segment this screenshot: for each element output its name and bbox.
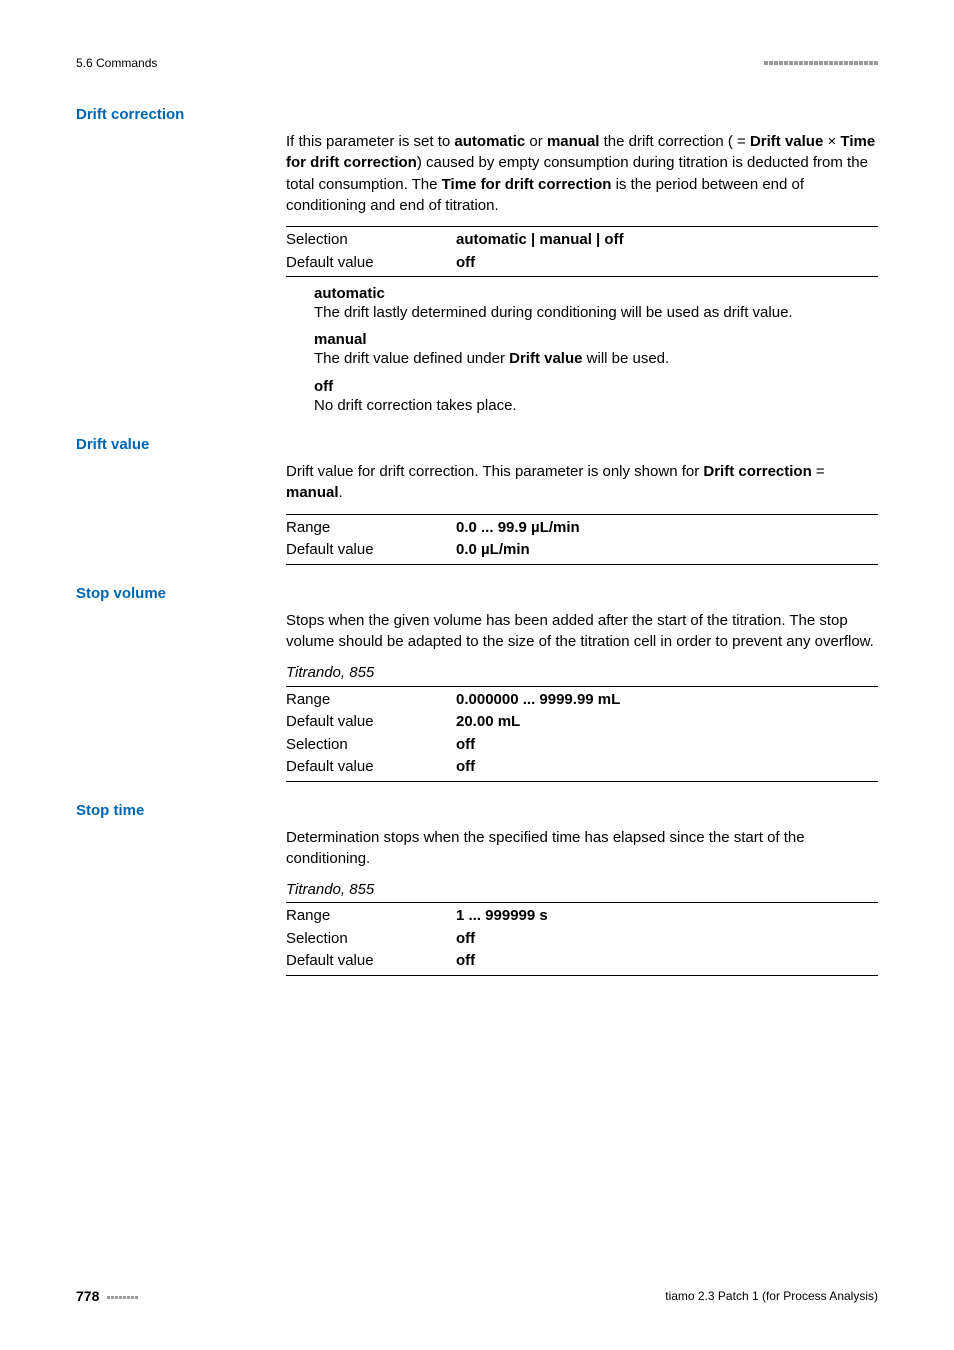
param-block: Stops when the given volume has been add…	[286, 610, 878, 782]
kv-label: Default value	[286, 539, 456, 562]
kv-value: off	[456, 928, 878, 951]
kv-row: Selectionoff	[286, 928, 878, 951]
kv-label: Selection	[286, 734, 456, 757]
kv-row: Range0.000000 ... 9999.99 mL	[286, 689, 878, 712]
footer-dots	[107, 1296, 138, 1299]
kv-value: automatic | manual | off	[456, 229, 878, 252]
kv-value: off	[456, 252, 878, 275]
kv-label: Range	[286, 689, 456, 712]
kv-value: 0.0 µL/min	[456, 539, 878, 562]
kv-row: Range1 ... 999999 s	[286, 905, 878, 928]
kv-value: off	[456, 756, 878, 779]
definitions: automaticThe drift lastly determined dur…	[314, 285, 878, 416]
kv-value: 0.0 ... 99.9 µL/min	[456, 517, 878, 540]
kv-row: Default value20.00 mL	[286, 711, 878, 734]
kv-label: Selection	[286, 928, 456, 951]
kv-label: Selection	[286, 229, 456, 252]
kv-value: 0.000000 ... 9999.99 mL	[456, 689, 878, 712]
kv-value: 20.00 mL	[456, 711, 878, 734]
kv-value: off	[456, 734, 878, 757]
def-desc: The drift lastly determined during condi…	[314, 302, 878, 323]
page-header: 5.6 Commands	[76, 56, 878, 70]
param-label: Stop volume	[76, 585, 878, 602]
def-desc: No drift correction takes place.	[314, 395, 878, 416]
kv-label: Default value	[286, 711, 456, 734]
kv-row: Default valueoff	[286, 756, 878, 779]
param-description: Stops when the given volume has been add…	[286, 610, 878, 653]
param-label: Drift value	[76, 436, 878, 453]
kv-value: off	[456, 950, 878, 973]
header-left: 5.6 Commands	[76, 56, 157, 70]
kv-row: Default value0.0 µL/min	[286, 539, 878, 562]
kv-row: Range0.0 ... 99.9 µL/min	[286, 517, 878, 540]
param-block: Drift value for drift correction. This p…	[286, 461, 878, 565]
page-number: 778	[76, 1288, 99, 1304]
context-label: Titrando, 855	[286, 879, 878, 900]
kv-label: Default value	[286, 756, 456, 779]
kv-row: Selectionoff	[286, 734, 878, 757]
def-term: off	[314, 378, 878, 395]
header-dots	[764, 61, 878, 65]
param-description: Determination stops when the specified t…	[286, 827, 878, 870]
def-term: manual	[314, 331, 878, 348]
param-label: Drift correction	[76, 106, 878, 123]
context-label: Titrando, 855	[286, 662, 878, 683]
kv-row: Default valueoff	[286, 252, 878, 275]
param-label: Stop time	[76, 802, 878, 819]
param-block: Determination stops when the specified t…	[286, 827, 878, 976]
kv-label: Range	[286, 905, 456, 928]
def-desc: The drift value defined under Drift valu…	[314, 348, 878, 369]
kv-label: Default value	[286, 950, 456, 973]
param-block: If this parameter is set to automatic or…	[286, 131, 878, 416]
kv-label: Range	[286, 517, 456, 540]
footer-right: tiamo 2.3 Patch 1 (for Process Analysis)	[665, 1289, 878, 1303]
page-footer: 778 tiamo 2.3 Patch 1 (for Process Analy…	[76, 1288, 878, 1304]
param-description: Drift value for drift correction. This p…	[286, 461, 878, 504]
def-term: automatic	[314, 285, 878, 302]
footer-left: 778	[76, 1288, 138, 1304]
kv-value: 1 ... 999999 s	[456, 905, 878, 928]
kv-label: Default value	[286, 252, 456, 275]
kv-row: Default valueoff	[286, 950, 878, 973]
kv-row: Selectionautomatic | manual | off	[286, 229, 878, 252]
param-description: If this parameter is set to automatic or…	[286, 131, 878, 216]
content-body: Drift correction If this parameter is set…	[76, 106, 878, 976]
